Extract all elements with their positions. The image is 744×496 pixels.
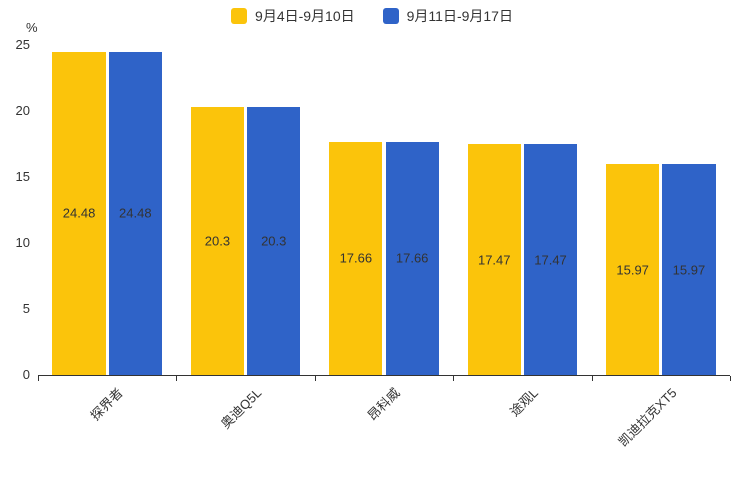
bar-value-label: 15.97 <box>616 262 649 278</box>
x-axis-tick <box>176 376 178 381</box>
legend-item[interactable]: 9月11日-9月17日 <box>382 8 513 24</box>
y-axis-tick-label: 0 <box>22 367 30 382</box>
x-axis-category-label: 奥迪Q5L <box>217 385 265 432</box>
bar[interactable] <box>190 107 245 375</box>
y-axis-tick-label: 15 <box>15 169 30 184</box>
x-axis-tick <box>453 376 455 381</box>
legend-swatch-icon <box>382 8 399 24</box>
bar-value-label: 24.48 <box>62 205 96 221</box>
y-axis-tick-label: 25 <box>15 37 30 52</box>
legend-swatch-icon <box>231 8 248 24</box>
bar-value-label: 24.48 <box>119 205 152 221</box>
y-axis-tick-label: 10 <box>15 235 30 250</box>
bar[interactable] <box>385 141 439 375</box>
legend-label: 9月4日-9月10日 <box>255 8 355 24</box>
bar-value-label: 20.3 <box>204 233 231 249</box>
legend-label: 9月11日-9月17日 <box>406 8 513 24</box>
legend-item[interactable]: 9月4日-9月10日 <box>231 8 355 24</box>
x-axis-category-label: 途观L <box>507 385 542 420</box>
legend: 9月4日-9月10日 9月11日-9月17日 <box>0 8 744 24</box>
y-axis-unit-label: % <box>26 20 38 35</box>
x-axis-line <box>38 375 730 376</box>
bar[interactable] <box>52 51 106 375</box>
bar[interactable] <box>329 141 383 375</box>
bar[interactable] <box>523 144 578 375</box>
y-axis-tick-label: 20 <box>15 103 30 118</box>
x-axis-category-label: 昂科威 <box>364 385 403 424</box>
bar-value-label: 17.66 <box>395 250 429 266</box>
x-axis-tick <box>730 376 731 381</box>
x-axis-tick <box>314 376 316 381</box>
bar-value-label: 15.97 <box>672 262 706 278</box>
bar[interactable] <box>108 51 162 375</box>
x-axis-tick <box>591 376 593 381</box>
x-axis-category-label: 凯迪拉克XT5 <box>615 385 680 450</box>
bar-value-label: 17.47 <box>534 252 567 268</box>
y-axis-tick-label: 5 <box>22 301 30 316</box>
bar[interactable] <box>662 164 716 375</box>
bar[interactable] <box>467 144 521 375</box>
x-axis-tick <box>38 376 39 381</box>
bar-value-label: 17.66 <box>339 250 373 266</box>
bar[interactable] <box>247 107 301 375</box>
x-axis-category-label: 探界者 <box>87 385 126 424</box>
bar-value-label: 17.47 <box>477 252 511 268</box>
bar[interactable] <box>606 164 660 375</box>
bar-value-label: 20.3 <box>261 233 287 249</box>
